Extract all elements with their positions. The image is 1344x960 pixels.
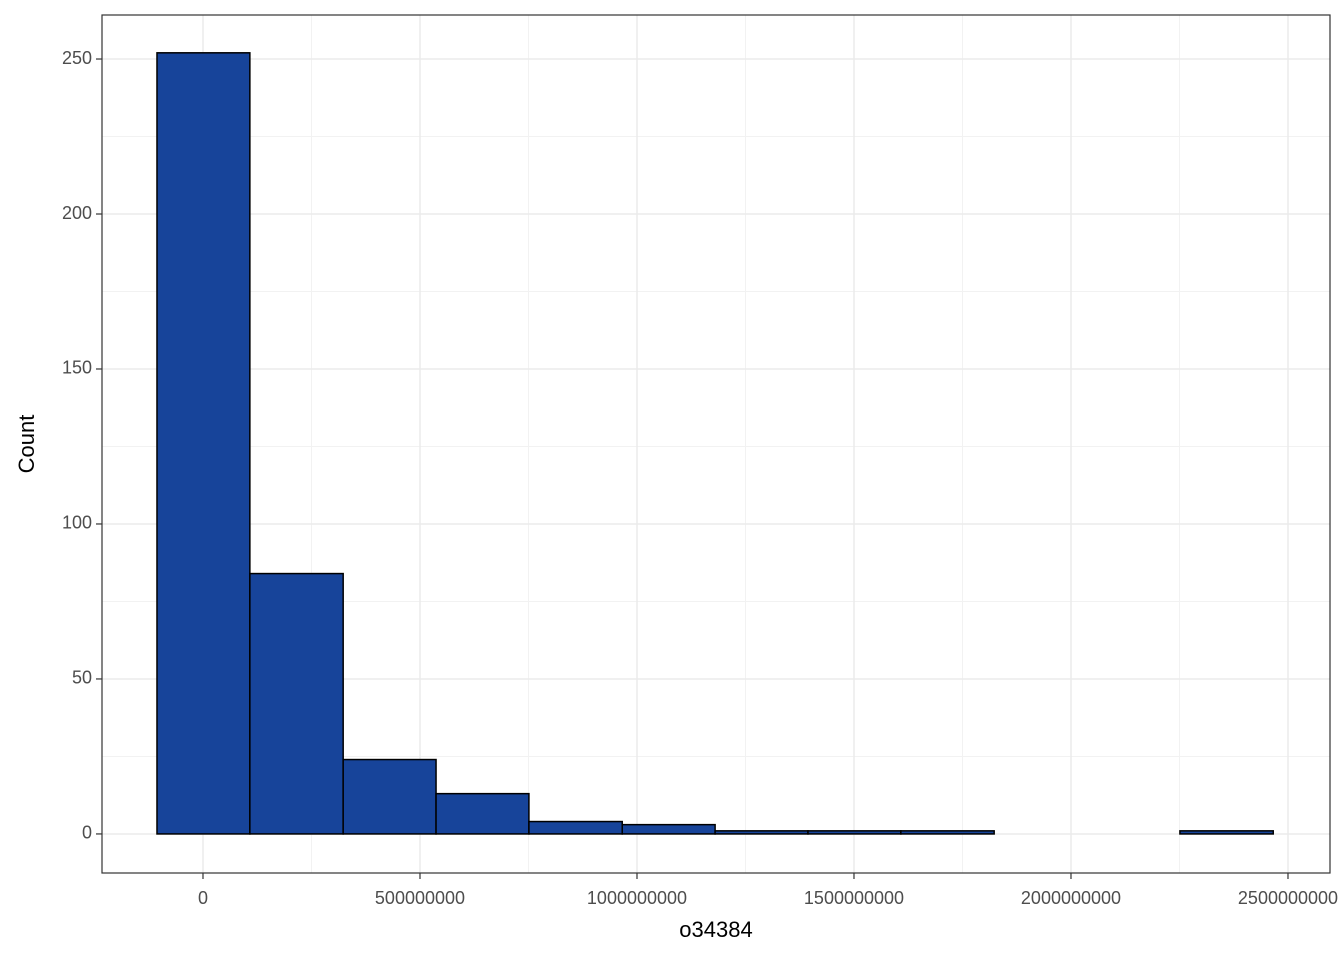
y-tick-label: 150 <box>62 358 92 378</box>
y-tick-label: 0 <box>82 823 92 843</box>
histogram-bar <box>249 572 344 835</box>
histogram-bar <box>528 820 623 835</box>
y-tick-label: 100 <box>62 513 92 533</box>
histogram-bar <box>714 830 809 835</box>
y-tick-label: 200 <box>62 203 92 223</box>
histogram-bar <box>1179 830 1274 835</box>
x-tick-label: 2500000000 <box>1238 888 1338 908</box>
histogram-bar <box>342 758 437 835</box>
x-tick-label: 2000000000 <box>1021 888 1121 908</box>
histogram-bar <box>807 830 902 835</box>
x-axis-title: o34384 <box>679 917 752 942</box>
histogram-bar <box>435 792 530 835</box>
histogram-bar <box>156 52 251 835</box>
bars <box>156 52 1274 835</box>
panel-border <box>101 14 1331 874</box>
x-tick-label: 0 <box>198 888 208 908</box>
axes: 0 500000000 1000000000 1500000000 2000000000… <box>62 48 1338 908</box>
x-tick-label: 1500000000 <box>804 888 904 908</box>
y-tick-label: 50 <box>72 668 92 688</box>
x-tick-label: 500000000 <box>375 888 465 908</box>
y-axis-title: Count <box>14 415 39 474</box>
histogram-bar <box>900 830 995 835</box>
histogram-bar <box>621 823 716 835</box>
x-tick-label: 1000000000 <box>587 888 687 908</box>
y-tick-label: 250 <box>62 48 92 68</box>
